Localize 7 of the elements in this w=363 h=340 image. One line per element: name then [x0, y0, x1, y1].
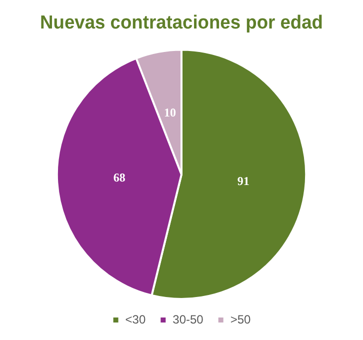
chart-title: Nuevas contrataciones por edad: [40, 11, 323, 33]
data-label: 10: [164, 105, 176, 120]
legend-label: <30: [125, 312, 146, 326]
data-label: 91: [237, 174, 250, 188]
data-label: 68: [113, 170, 126, 185]
legend-label: >50: [230, 312, 252, 326]
legend-label: 30-50: [172, 312, 204, 326]
